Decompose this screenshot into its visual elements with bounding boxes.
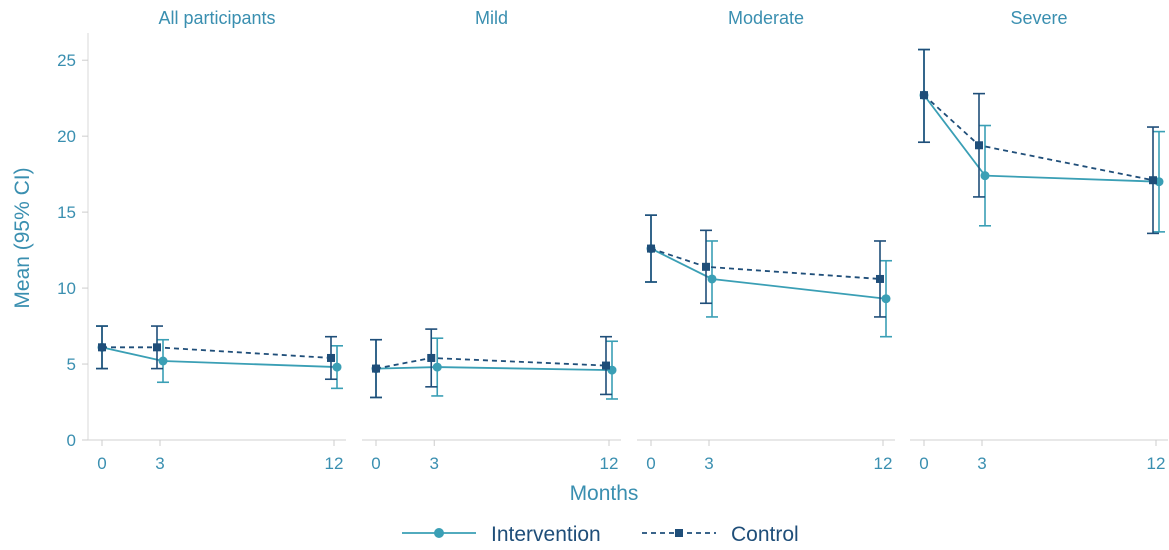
control-point [427, 353, 436, 362]
control-point [153, 343, 161, 352]
legend-control-marker [675, 529, 683, 537]
control-point [920, 91, 928, 100]
panel-title: Moderate [728, 8, 804, 28]
intervention-point [158, 356, 168, 366]
intervention-point [332, 362, 342, 372]
x-tick-label: 12 [874, 454, 893, 473]
x-tick-label: 3 [977, 454, 986, 473]
panels: 0 5 10 15 20 25 All participants 0 3 12 Mild 0 3 12 Mo… [57, 8, 1168, 473]
intervention-line [375, 366, 613, 372]
panel-title: Mild [475, 8, 508, 28]
intervention-line [923, 94, 1160, 183]
y-axis-title: Mean (95% CI) [11, 167, 34, 308]
y-tick-label: 10 [57, 279, 76, 298]
legend-intervention-marker [434, 528, 444, 538]
x-tick-label: 12 [325, 454, 344, 473]
intervention-point [980, 171, 990, 181]
control-line [650, 247, 881, 280]
y-tick-label: 20 [57, 127, 76, 146]
x-tick-label: 12 [600, 454, 619, 473]
y-tick-label: 0 [67, 431, 76, 450]
x-tick-label: 0 [371, 454, 380, 473]
control-point [1149, 176, 1157, 185]
control-point [327, 353, 335, 362]
y-tick-label: 25 [57, 51, 76, 70]
control-point [602, 361, 610, 370]
control-point [98, 343, 106, 352]
panel-title: All participants [158, 8, 275, 28]
x-tick-label: 0 [646, 454, 655, 473]
intervention-point [707, 274, 717, 284]
legend-control-label: Control [731, 523, 799, 546]
control-point [975, 141, 983, 150]
legend-intervention-label: Intervention [491, 523, 601, 546]
control-point [647, 244, 655, 253]
intervention-line [650, 247, 887, 300]
panel-title: Severe [1010, 8, 1067, 28]
control-point [372, 364, 380, 373]
control-line [923, 94, 1154, 182]
x-axis-title: Months [570, 482, 639, 505]
x-tick-label: 3 [704, 454, 713, 473]
x-tick-label: 0 [97, 454, 106, 473]
y-tick-label: 15 [57, 203, 76, 222]
control-point [702, 262, 710, 271]
x-tick-label: 3 [155, 454, 164, 473]
intervention-point [432, 362, 442, 372]
x-tick-label: 12 [1147, 454, 1166, 473]
intervention-point [881, 294, 891, 304]
control-line [102, 346, 332, 359]
x-tick-label: 0 [919, 454, 928, 473]
x-tick-label: 3 [430, 454, 439, 473]
control-point [876, 274, 884, 283]
legend: Intervention Control [402, 523, 799, 546]
y-tick-label: 5 [67, 355, 76, 374]
